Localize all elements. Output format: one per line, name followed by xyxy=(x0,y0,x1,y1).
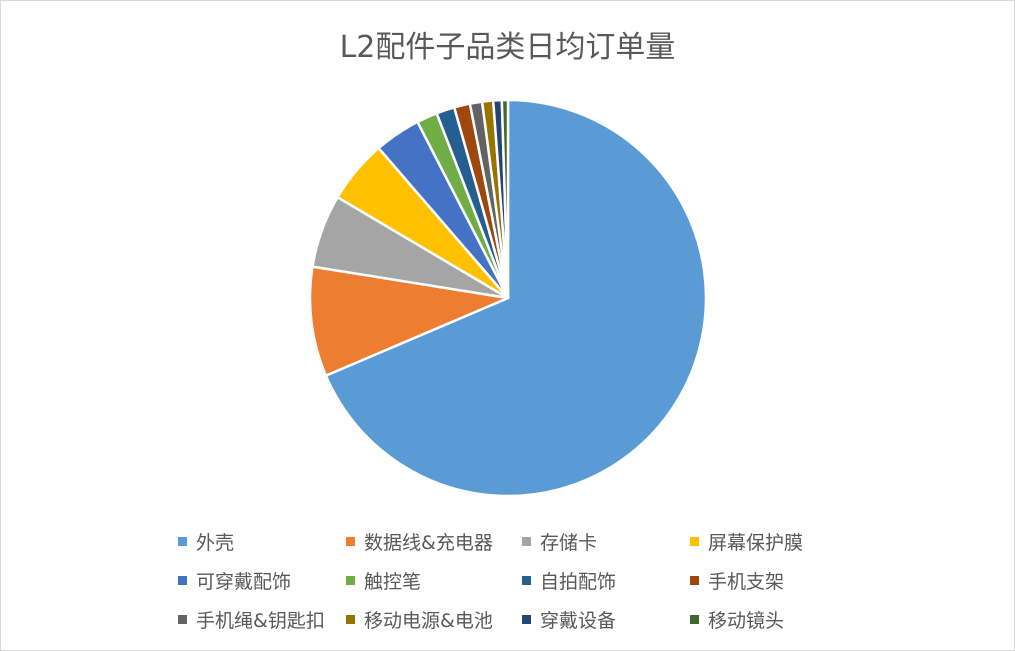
legend-label: 屏幕保护膜 xyxy=(708,532,804,554)
legend-item-10[interactable]: 移动电源&电池 xyxy=(346,606,522,633)
legend-swatch xyxy=(346,537,355,546)
legend-item-12[interactable]: 移动镜头 xyxy=(690,606,858,633)
legend-label: 移动电源&电池 xyxy=(364,610,493,632)
pie-slice-12[interactable] xyxy=(500,98,510,300)
legend-label: 数据线&充电器 xyxy=(364,532,493,554)
legend-item-2[interactable]: 数据线&充电器 xyxy=(346,528,522,555)
legend-swatch xyxy=(178,537,187,546)
legend-swatch xyxy=(690,537,699,546)
legend-swatch xyxy=(522,615,531,624)
legend-item-3[interactable]: 存储卡 xyxy=(522,528,690,555)
chart-title: L2配件子品类日均订单量 xyxy=(339,30,676,65)
legend-swatch xyxy=(690,576,699,585)
legend: 外壳 数据线&充电器 存储卡 屏幕保护膜可穿戴配饰 触控笔 自拍配饰 手机支架手机绳&钥匙扣… xyxy=(178,528,878,633)
legend-item-5[interactable]: 可穿戴配饰 xyxy=(178,567,346,594)
legend-swatch xyxy=(346,576,355,585)
legend-swatch xyxy=(346,615,355,624)
legend-label: 自拍配饰 xyxy=(540,571,617,593)
legend-label: 移动镜头 xyxy=(708,610,785,632)
legend-swatch xyxy=(522,576,531,585)
legend-label: 存储卡 xyxy=(540,532,598,554)
legend-item-8[interactable]: 手机支架 xyxy=(690,567,858,594)
legend-label: 穿戴设备 xyxy=(540,610,617,632)
legend-label: 手机绳&钥匙扣 xyxy=(196,610,325,632)
legend-swatch xyxy=(178,615,187,624)
pie-slice-2[interactable] xyxy=(308,265,510,377)
legend-label: 可穿戴配饰 xyxy=(196,571,292,593)
legend-swatch xyxy=(178,576,187,585)
legend-item-9[interactable]: 手机绳&钥匙扣 xyxy=(178,606,346,633)
legend-swatch xyxy=(690,615,699,624)
pie-slice-1[interactable] xyxy=(324,98,708,498)
legend-label: 外壳 xyxy=(196,532,235,554)
legend-swatch xyxy=(522,537,531,546)
legend-item-6[interactable]: 触控笔 xyxy=(346,567,522,594)
legend-item-7[interactable]: 自拍配饰 xyxy=(522,567,690,594)
legend-item-11[interactable]: 穿戴设备 xyxy=(522,606,690,633)
legend-label: 手机支架 xyxy=(708,571,785,593)
legend-item-4[interactable]: 屏幕保护膜 xyxy=(690,528,858,555)
legend-label: 触控笔 xyxy=(364,571,422,593)
legend-item-1[interactable]: 外壳 xyxy=(178,528,346,555)
